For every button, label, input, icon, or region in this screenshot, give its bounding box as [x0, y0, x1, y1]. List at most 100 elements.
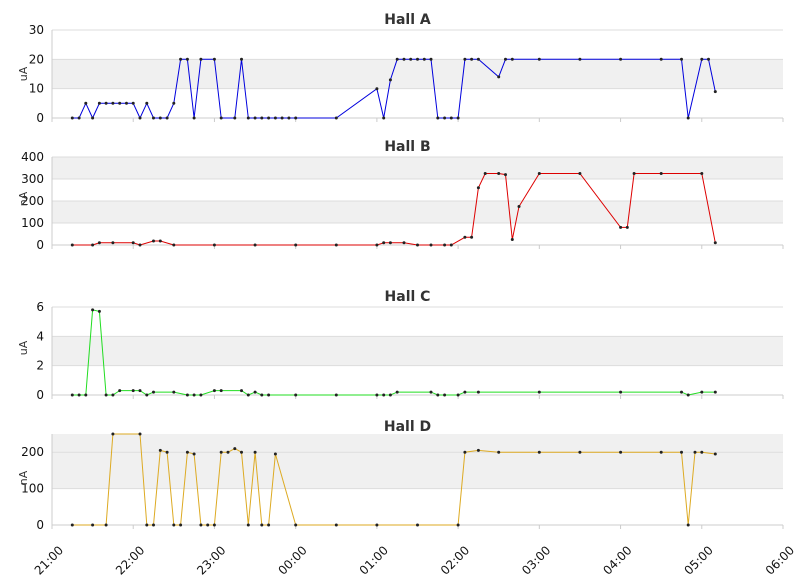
- y-tick-label: 6: [36, 300, 44, 314]
- data-point: [476, 57, 480, 61]
- y-tick-label: 2: [36, 359, 44, 373]
- data-point: [158, 116, 162, 120]
- data-point: [713, 90, 717, 94]
- data-point: [152, 523, 155, 527]
- data-point: [632, 172, 636, 175]
- data-point: [97, 101, 101, 105]
- data-point: [212, 523, 216, 527]
- data-point: [267, 116, 271, 120]
- data-point: [84, 101, 88, 105]
- grid-band: [52, 336, 783, 366]
- data-point: [619, 225, 623, 229]
- data-point: [152, 239, 155, 243]
- data-point: [402, 57, 406, 61]
- data-point: [504, 173, 507, 177]
- data-point: [463, 235, 467, 239]
- data-point: [422, 57, 426, 61]
- data-point: [456, 523, 460, 527]
- x-tick-label: 04:00: [600, 543, 634, 577]
- data-point: [497, 75, 501, 79]
- x-tick-label: 00:00: [275, 543, 309, 577]
- x-tick-label: 03:00: [519, 543, 553, 577]
- y-axis-label: uA: [17, 340, 30, 355]
- y-axis-label: uA: [17, 66, 30, 81]
- data-point: [185, 393, 189, 397]
- data-point: [111, 101, 115, 105]
- grid-band: [52, 452, 783, 489]
- data-point: [179, 57, 183, 61]
- data-point: [240, 450, 243, 454]
- data-point: [212, 57, 216, 61]
- data-point: [77, 116, 81, 120]
- data-point: [395, 390, 399, 394]
- y-tick-label: 0: [36, 111, 44, 125]
- data-point: [185, 450, 189, 454]
- data-point: [70, 116, 74, 120]
- data-point: [192, 452, 196, 456]
- data-point: [578, 172, 582, 175]
- data-point: [497, 172, 501, 175]
- data-point: [253, 390, 257, 394]
- y-axis-label: nA: [17, 470, 30, 485]
- data-point: [619, 450, 623, 454]
- data-point: [470, 235, 474, 239]
- chart-title: Hall B: [384, 139, 430, 155]
- data-point: [280, 116, 284, 120]
- data-point: [382, 393, 386, 397]
- data-point: [138, 243, 142, 247]
- data-point: [375, 393, 379, 397]
- data-point: [456, 393, 460, 397]
- data-point: [416, 523, 419, 527]
- x-tick-label: 05:00: [682, 543, 716, 577]
- data-point: [443, 393, 447, 397]
- data-point: [713, 241, 717, 245]
- data-point: [172, 523, 176, 527]
- data-point: [172, 243, 176, 247]
- y-tick-label: 400: [21, 150, 44, 164]
- data-point: [138, 116, 142, 120]
- data-point: [436, 116, 440, 120]
- y-tick-label: 300: [21, 172, 44, 186]
- y-tick-label: 0: [36, 238, 44, 252]
- data-point: [476, 186, 480, 190]
- data-point: [463, 450, 467, 454]
- data-point: [686, 523, 690, 527]
- data-point: [199, 57, 203, 61]
- data-point: [680, 450, 683, 454]
- data-point: [145, 101, 149, 105]
- data-point: [165, 450, 169, 454]
- data-point: [179, 523, 183, 527]
- data-point: [104, 101, 108, 105]
- data-point: [388, 393, 392, 397]
- x-tick-label: 01:00: [357, 543, 391, 577]
- data-point: [497, 450, 501, 454]
- data-point: [294, 523, 298, 527]
- data-point: [443, 116, 447, 120]
- data-point: [537, 390, 541, 394]
- data-point: [659, 450, 663, 454]
- data-point: [537, 450, 541, 454]
- data-point: [260, 393, 264, 397]
- data-point: [517, 205, 521, 208]
- data-point: [212, 389, 216, 393]
- y-tick-label: 100: [21, 216, 44, 230]
- data-point: [138, 432, 142, 436]
- data-point: [253, 116, 257, 120]
- data-point: [212, 243, 216, 247]
- data-point: [240, 57, 243, 61]
- data-point: [152, 390, 155, 394]
- data-point: [131, 389, 135, 393]
- data-point: [253, 243, 257, 247]
- data-point: [267, 393, 271, 397]
- chart-title: Hall D: [384, 419, 431, 435]
- data-point: [334, 116, 338, 120]
- data-point: [118, 101, 122, 105]
- data-point: [131, 241, 135, 245]
- y-tick-label: 200: [21, 194, 44, 208]
- y-axis-label: nA: [17, 191, 30, 206]
- data-point: [619, 57, 623, 61]
- data-point: [91, 243, 95, 247]
- data-point: [388, 241, 392, 245]
- data-point: [463, 390, 467, 394]
- data-point: [686, 116, 690, 120]
